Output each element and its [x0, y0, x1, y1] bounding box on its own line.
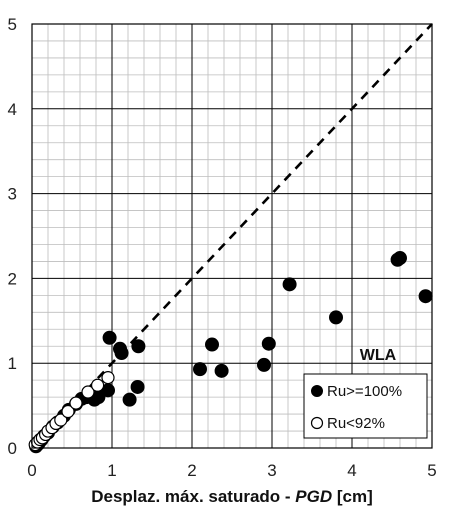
- point-series-1-9: [61, 404, 75, 419]
- x-tick-label: 1: [107, 461, 116, 480]
- reference-line-layer: [31, 23, 433, 449]
- point-series-1-8: [54, 413, 68, 427]
- legend-box: [303, 373, 428, 439]
- plot-frame: [31, 23, 433, 449]
- x-tick-labels: 0 1 2 3 4 5: [27, 461, 436, 480]
- x-axis-label-italic: PGD: [295, 487, 332, 506]
- point-series-0-25: [257, 357, 271, 372]
- chart-annotation: WLA: [360, 347, 397, 364]
- legend-marker-open: [310, 416, 324, 430]
- point-series-0-28: [329, 310, 343, 325]
- x-tick-label: 5: [427, 461, 436, 480]
- point-series-0-23: [205, 337, 219, 352]
- y-tick-label: 3: [8, 185, 17, 204]
- legend-label-0: Ru>=100%: [327, 383, 402, 400]
- legend: Ru>=100% Ru<92%: [303, 373, 428, 439]
- point-series-1-11: [81, 385, 95, 399]
- x-axis-label: Desplaz. máx. saturado - PGD [cm]: [91, 487, 373, 506]
- point-series-0-18: [114, 346, 129, 361]
- point-series-0-30: [393, 251, 407, 266]
- x-tick-label: 3: [267, 461, 276, 480]
- y-tick-labels: 0 1 2 3 4 5: [8, 15, 17, 458]
- y-tick-label: 0: [8, 439, 17, 458]
- point-series-0-20: [130, 379, 145, 394]
- point-series-0-31: [418, 289, 433, 304]
- x-axis-label-prefix: Desplaz. máx. saturado -: [91, 487, 295, 506]
- point-series-0-22: [193, 362, 207, 377]
- point-series-0-24: [214, 363, 229, 378]
- x-tick-label: 4: [347, 461, 356, 480]
- point-series-1-10: [69, 396, 83, 410]
- y-tick-label: 1: [8, 354, 17, 373]
- point-series-0-21: [131, 339, 146, 354]
- y-tick-label: 2: [8, 269, 17, 288]
- point-series-0-16: [102, 330, 117, 345]
- y-tick-label: 4: [8, 100, 17, 119]
- point-series-1-12: [90, 378, 105, 392]
- point-series-0-19: [122, 392, 137, 407]
- x-axis-label-suffix: [cm]: [332, 487, 373, 506]
- x-tick-label: 0: [27, 461, 36, 480]
- x-tick-label: 2: [187, 461, 196, 480]
- reference-line: [31, 23, 433, 449]
- point-series-1-13: [101, 371, 115, 385]
- data-points: [28, 251, 433, 454]
- legend-marker-filled: [311, 385, 323, 397]
- point-series-0-27: [282, 277, 297, 292]
- legend-label-1: Ru<92%: [327, 415, 385, 432]
- y-tick-label: 5: [8, 15, 17, 34]
- point-series-0-26: [261, 336, 276, 351]
